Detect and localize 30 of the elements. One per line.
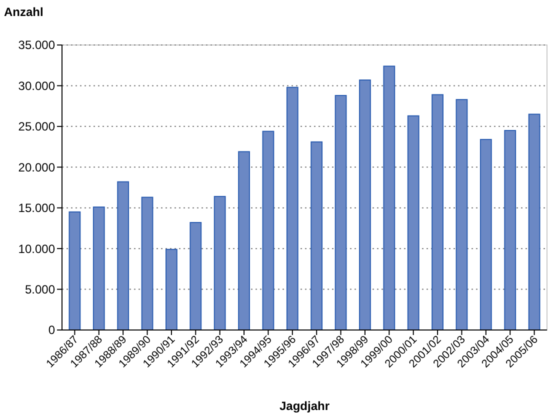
x-axis-title: Jagdjahr bbox=[279, 399, 330, 413]
bar bbox=[68, 211, 81, 330]
y-axis-title: Anzahl bbox=[4, 5, 44, 19]
y-tick-label: 30.000 bbox=[18, 78, 56, 93]
bar bbox=[432, 94, 444, 330]
bar bbox=[310, 141, 323, 330]
bar bbox=[480, 138, 492, 330]
bar bbox=[238, 151, 250, 330]
bar bbox=[359, 80, 371, 330]
bar bbox=[286, 86, 298, 330]
bar bbox=[334, 94, 347, 330]
bar bbox=[166, 248, 178, 330]
y-tick-label: 20.000 bbox=[18, 160, 56, 174]
bar bbox=[407, 115, 420, 330]
y-tick-label: 25.000 bbox=[18, 120, 56, 134]
bar bbox=[117, 181, 130, 330]
bar bbox=[190, 222, 202, 330]
y-tick-label: 0 bbox=[48, 323, 56, 338]
y-tick-label: 35.000 bbox=[18, 38, 56, 52]
bar bbox=[504, 130, 516, 330]
bar bbox=[383, 66, 396, 330]
y-tick-label: 15.000 bbox=[18, 201, 56, 216]
bar bbox=[456, 99, 468, 330]
y-tick-label: 5.000 bbox=[24, 282, 56, 296]
bar bbox=[528, 114, 540, 330]
bar bbox=[92, 206, 105, 330]
bar bbox=[214, 196, 226, 330]
bar bbox=[262, 130, 274, 330]
bar bbox=[141, 196, 154, 330]
y-tick-label: 10.000 bbox=[18, 242, 56, 256]
